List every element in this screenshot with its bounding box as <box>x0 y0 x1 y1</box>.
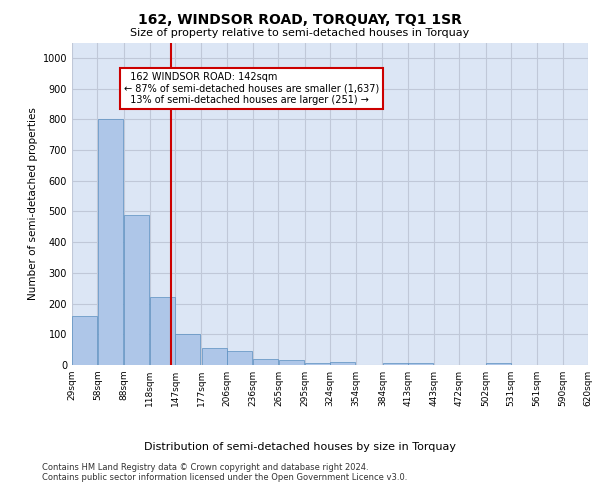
Bar <box>486 364 511 365</box>
Bar <box>408 364 433 365</box>
Bar <box>150 298 175 365</box>
Bar <box>72 316 97 365</box>
Bar <box>305 364 330 365</box>
Bar <box>278 360 304 365</box>
Y-axis label: Number of semi-detached properties: Number of semi-detached properties <box>28 108 38 300</box>
Bar <box>383 364 407 365</box>
Text: 162 WINDSOR ROAD: 142sqm
← 87% of semi-detached houses are smaller (1,637)
  13%: 162 WINDSOR ROAD: 142sqm ← 87% of semi-d… <box>124 72 379 105</box>
Text: Contains HM Land Registry data © Crown copyright and database right 2024.
Contai: Contains HM Land Registry data © Crown c… <box>42 462 407 482</box>
Bar <box>175 334 200 365</box>
Text: Distribution of semi-detached houses by size in Torquay: Distribution of semi-detached houses by … <box>144 442 456 452</box>
Bar <box>253 359 278 365</box>
Bar <box>202 348 227 365</box>
Bar <box>124 214 149 365</box>
Text: Size of property relative to semi-detached houses in Torquay: Size of property relative to semi-detach… <box>130 28 470 38</box>
Bar <box>330 362 355 365</box>
Bar <box>227 351 252 365</box>
Bar <box>98 120 122 365</box>
Text: 162, WINDSOR ROAD, TORQUAY, TQ1 1SR: 162, WINDSOR ROAD, TORQUAY, TQ1 1SR <box>138 12 462 26</box>
